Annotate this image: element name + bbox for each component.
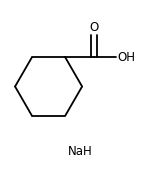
Text: O: O: [90, 21, 99, 34]
Text: OH: OH: [117, 51, 135, 64]
Text: NaH: NaH: [68, 145, 93, 158]
